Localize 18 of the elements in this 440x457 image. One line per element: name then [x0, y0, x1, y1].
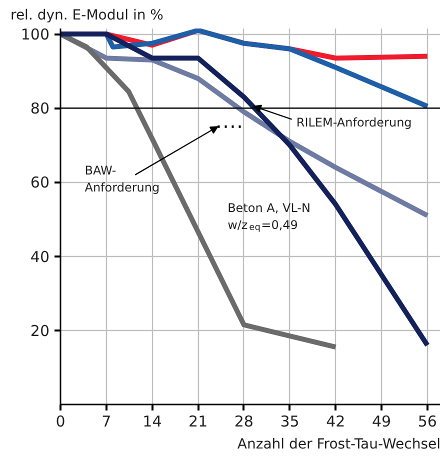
y-axis-title: rel. dyn. E-Modul in %: [10, 8, 164, 24]
x-tick-label: 14: [142, 412, 162, 430]
y-tick-label: 100: [20, 26, 50, 44]
y-tick-label: 80: [30, 100, 50, 118]
y-tick-label: 40: [30, 248, 50, 266]
annotation: RILEM-Anforderung: [296, 116, 412, 130]
x-tick-label: 35: [280, 412, 300, 430]
x-tick-label: 28: [234, 412, 254, 430]
y-tick-label: 60: [30, 174, 50, 192]
x-tick-label: 56: [418, 412, 437, 430]
x-axis-title: Anzahl der Frost-Tau-Wechsel: [237, 436, 440, 452]
x-tick-label: 21: [188, 412, 208, 430]
x-tick-label: 7: [102, 412, 112, 430]
y-tick-label: 20: [30, 322, 50, 340]
x-tick-label: 49: [372, 412, 392, 430]
annotation: BAW- Anforderung: [84, 164, 160, 195]
x-tick-label: 0: [56, 412, 66, 430]
x-tick-label: 42: [326, 412, 346, 430]
